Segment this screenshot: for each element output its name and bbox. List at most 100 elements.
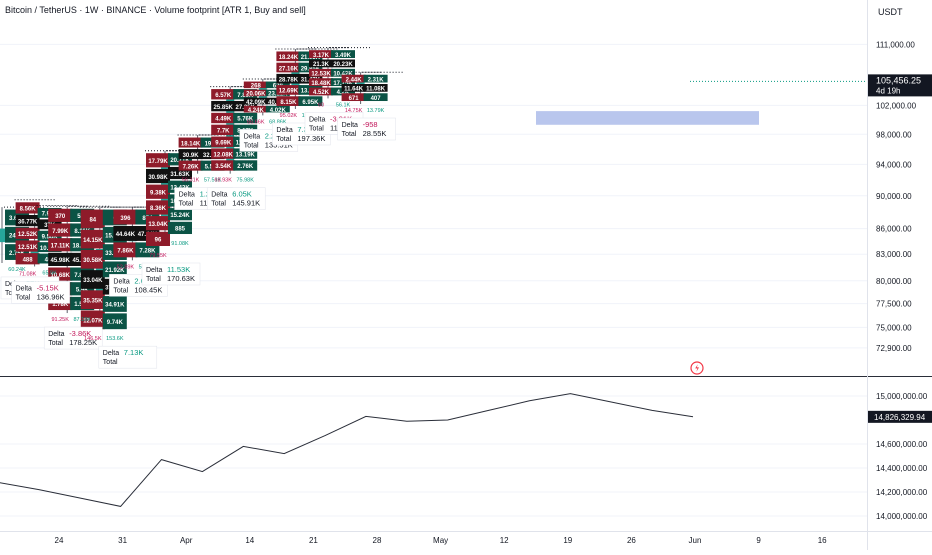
total-caption: Total <box>48 340 63 347</box>
total-caption: Total <box>309 125 324 132</box>
footprint-cell <box>265 105 290 113</box>
footprint-cell <box>276 51 301 62</box>
volume-label: 91.25K <box>51 317 69 323</box>
indicator-tick-label: 14,600,000.00 <box>876 440 928 449</box>
time-tick-label: Jun <box>689 536 702 545</box>
footprint-cell-value: 2.31K <box>368 77 385 83</box>
delta-value: 7.13K <box>124 348 144 357</box>
last-price-tag <box>868 74 932 97</box>
delta-caption: Delta <box>103 350 119 357</box>
total-value: 197.36K <box>297 134 325 143</box>
footprint-cell-value: 13.04K <box>148 222 168 228</box>
footprint-cell <box>102 313 127 330</box>
time-tick-label: 28 <box>373 536 382 545</box>
total-value: 170.63K <box>167 274 195 283</box>
delta-value: -958 <box>363 120 378 129</box>
delta-box: Delta -958 Total 28.55K <box>337 117 396 141</box>
footprint-cell-value: 8.56K <box>20 207 37 213</box>
indicator-tick-label: 14,000,000.00 <box>876 512 928 521</box>
footprint-cell <box>135 242 160 258</box>
chart-title: Bitcoin / TetherUS · 1W · BINANCE · Volu… <box>5 5 306 15</box>
price-tick-label: 102,000.00 <box>876 101 917 110</box>
total-value: 145.91K <box>232 199 260 208</box>
delta-caption: Delta <box>179 192 195 199</box>
volume-label: 66.66K <box>247 119 265 125</box>
footprint-cell <box>48 223 73 237</box>
footprint-cell <box>265 81 290 89</box>
footprint-cell-value: 33.04K <box>83 278 103 284</box>
footprint-cell <box>102 261 127 278</box>
total-value: 178.25K <box>69 338 97 347</box>
footprint-cell-value: 9.38K <box>150 190 167 196</box>
alert-icon[interactable] <box>690 361 704 375</box>
footprint-cell <box>341 84 366 92</box>
footprint-cell-value: 396 <box>120 216 131 222</box>
footprint-cell-value: 11.64K <box>344 87 364 93</box>
footprint-cell-value: 12.69K <box>279 89 299 95</box>
footprint-cell <box>298 62 323 73</box>
footprint-cell <box>146 231 170 246</box>
indicator-tick-label: 14,400,000.00 <box>876 464 928 473</box>
footprint-cell-value: 12.52K <box>18 232 38 238</box>
volume-label: 146.5K <box>84 336 102 342</box>
time-tick-label: 21 <box>309 536 318 545</box>
footprint-cell <box>178 149 203 160</box>
footprint-cell <box>146 153 170 168</box>
delta-caption: Delta <box>244 133 260 140</box>
candle-body <box>0 228 6 243</box>
footprint-cell <box>80 310 105 330</box>
footprint-cell <box>80 209 105 229</box>
footprint-cell <box>48 238 73 252</box>
footprint-cell <box>146 168 170 184</box>
footprint-cell <box>15 214 40 227</box>
footprint-cell-value: 885 <box>175 227 186 233</box>
indicator-last-label: 14,826,329.94 <box>874 413 926 422</box>
price-tick-label: 83,000.00 <box>876 250 912 259</box>
volume-label: 13.79K <box>367 108 385 114</box>
footprint-cell <box>331 50 355 59</box>
total-caption: Total <box>16 294 31 301</box>
footprint-cell-value: 7.99K <box>52 229 69 235</box>
total-caption: Total <box>276 136 291 143</box>
footprint-cell-value: 17.79K <box>148 159 168 165</box>
footprint-cell <box>243 89 268 97</box>
delta-box: Delta -3.86K Total 178.25K <box>43 326 103 350</box>
volume-label: 75.98K <box>236 178 254 184</box>
footprint-cell-value: 21.03K <box>301 55 321 61</box>
time-tick-label: 16 <box>818 536 827 545</box>
footprint-cell <box>15 227 40 239</box>
total-value: 28.55K <box>363 129 387 138</box>
footprint-cell-value: 7.26K <box>183 164 200 170</box>
delta-caption: Delta <box>309 116 325 123</box>
footprint-cell <box>146 200 170 215</box>
footprint-cell <box>15 240 40 252</box>
footprint-cell <box>168 221 192 235</box>
footprint-cell <box>211 160 236 171</box>
footprint-cell <box>211 89 236 100</box>
footprint-cell-value: 13.19K <box>236 152 256 158</box>
footprint-cell <box>243 97 268 105</box>
footprint-cell-value: 34.91K <box>105 303 125 309</box>
indicator-line <box>0 393 694 507</box>
footprint-cell-value: 17.11K <box>51 243 71 249</box>
time-tick-label: 31 <box>118 536 127 545</box>
indicator-last-tag <box>868 410 932 423</box>
footprint-cell <box>243 81 268 89</box>
footprint-cell-value: 20.06K <box>246 92 266 98</box>
price-tick-label: 86,000.00 <box>876 225 912 234</box>
footprint-cell <box>15 253 40 265</box>
delta-box: Delta 11.53K Total 170.63K <box>141 262 201 286</box>
footprint-cell-value: 18.24K <box>279 55 299 61</box>
footprint-cell-value: 31.63K <box>170 172 190 178</box>
footprint-cell <box>80 229 105 249</box>
time-tick-label: 26 <box>627 536 636 545</box>
footprint-cell-value: 4.49K <box>215 117 232 123</box>
footprint-cell-value: 6.95K <box>302 100 319 106</box>
footprint-cell-value: 12.53K <box>311 72 331 78</box>
delta-value: 11.53K <box>167 265 190 274</box>
price-tick-label: 80,000.00 <box>876 277 912 286</box>
price-tick-label: 94,000.00 <box>876 160 912 169</box>
currency-label[interactable]: USDT <box>878 7 903 17</box>
footprint-cell-value: 4.02K <box>270 108 287 114</box>
